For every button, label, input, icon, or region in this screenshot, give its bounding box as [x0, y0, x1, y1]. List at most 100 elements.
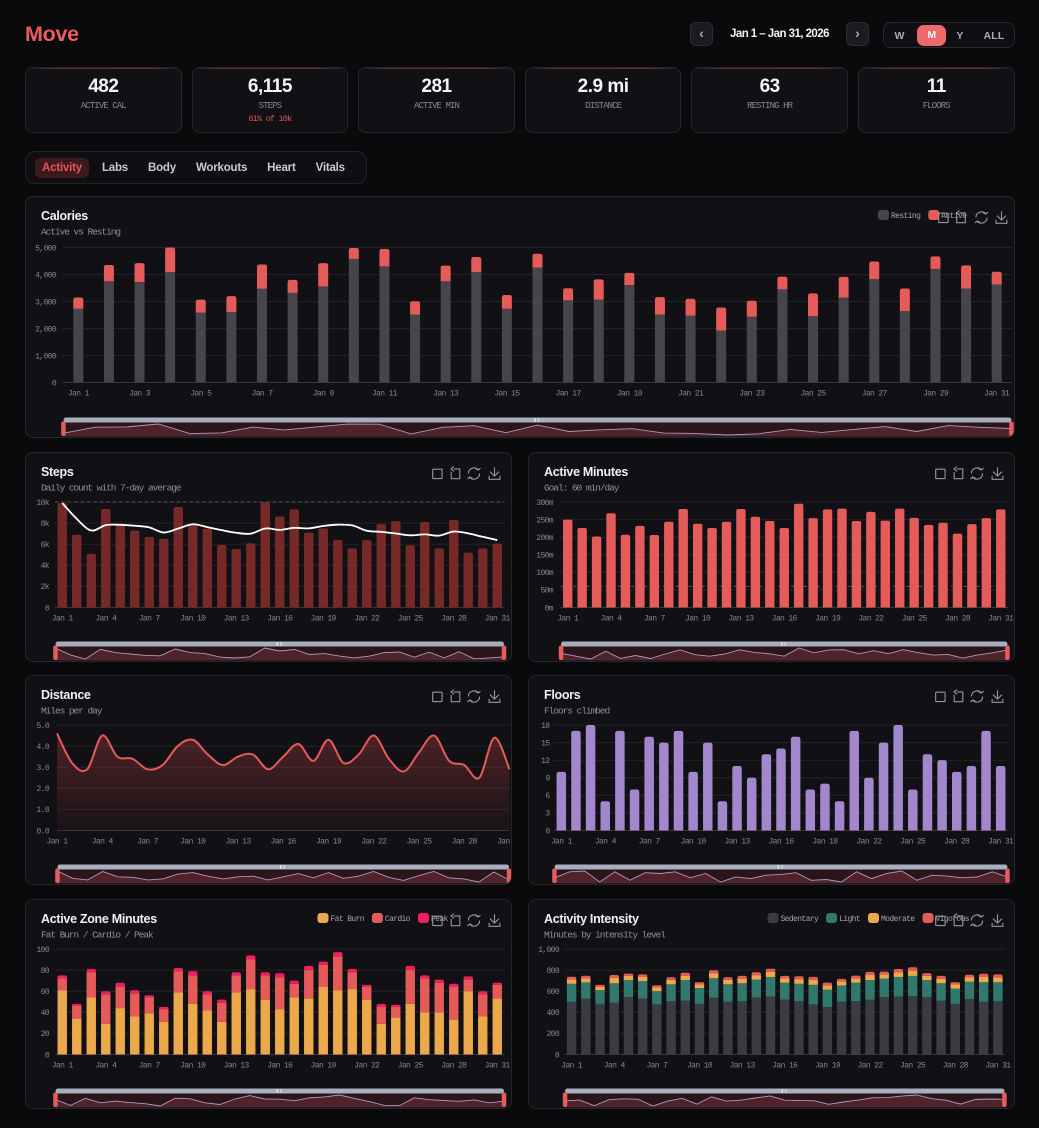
svg-text:Jan 28: Jan 28 [944, 837, 970, 846]
svg-text:Jan 4: Jan 4 [600, 614, 622, 623]
svg-text:Jan 22: Jan 22 [858, 614, 884, 623]
svg-text:8k: 8k [41, 519, 50, 528]
svg-text:Jan 25: Jan 25 [398, 1061, 424, 1070]
svg-text:Jan 1: Jan 1 [561, 1061, 583, 1070]
svg-text:Jan 25: Jan 25 [398, 614, 424, 623]
svg-text:Jan 13: Jan 13 [729, 1061, 755, 1070]
svg-text:Jan 11: Jan 11 [372, 389, 398, 398]
svg-text:Jan 7: Jan 7 [646, 1061, 668, 1070]
svg-text:Jan 1: Jan 1 [52, 1061, 74, 1070]
svg-text:Jan 31: Jan 31 [985, 1061, 1011, 1070]
svg-text:Distance: Distance [41, 688, 91, 702]
svg-text:Jan 10: Jan 10 [180, 837, 206, 846]
svg-text:3,000: 3,000 [35, 298, 57, 307]
svg-text:Jan 25: Jan 25 [900, 837, 926, 846]
svg-text:Jan 19: Jan 19 [814, 1061, 840, 1070]
svg-text:Jan 19: Jan 19 [311, 614, 337, 623]
svg-text:80: 80 [41, 966, 50, 975]
svg-text:Minutes by intensity level: Minutes by intensity level [544, 929, 666, 940]
svg-text:Jan 22: Jan 22 [354, 614, 380, 623]
svg-text:200: 200 [546, 1030, 559, 1039]
svg-text:Jan 17: Jan 17 [556, 389, 582, 398]
svg-text:Jan 23: Jan 23 [739, 389, 765, 398]
svg-text:Jan 13: Jan 13 [724, 837, 750, 846]
svg-text:Jan 7: Jan 7 [139, 614, 161, 623]
svg-text:Jan 19: Jan 19 [311, 1061, 337, 1070]
svg-text:Miles per day: Miles per day [41, 706, 103, 717]
svg-text:2.0: 2.0 [36, 785, 49, 794]
svg-text:Jan 25: Jan 25 [406, 837, 432, 846]
svg-text:Jan 16: Jan 16 [771, 614, 797, 623]
svg-text:4,000: 4,000 [35, 271, 57, 280]
svg-text:Jan 16: Jan 16 [271, 837, 297, 846]
svg-text:Daily count with 7-day average: Daily count with 7-day average [41, 482, 182, 493]
svg-text:Jan 13: Jan 13 [224, 614, 250, 623]
svg-text:Jan 22: Jan 22 [354, 1061, 380, 1070]
svg-text:Light: Light [839, 915, 860, 924]
svg-text:Jan 21: Jan 21 [678, 389, 704, 398]
svg-text:1,000: 1,000 [538, 945, 560, 954]
svg-text:Fat Burn / Cardio / Peak: Fat Burn / Cardio / Peak [41, 929, 154, 940]
svg-text:5.0: 5.0 [36, 722, 49, 731]
svg-text:6k: 6k [41, 541, 50, 550]
svg-text:600: 600 [546, 988, 559, 997]
svg-text:Jan 19: Jan 19 [812, 837, 838, 846]
svg-text:20: 20 [41, 1030, 50, 1039]
svg-text:Jan 28: Jan 28 [452, 837, 478, 846]
svg-text:Jan 7: Jan 7 [252, 389, 274, 398]
svg-text:1,000: 1,000 [35, 352, 57, 361]
svg-text:Jan 31: Jan 31 [497, 837, 512, 846]
svg-text:Jan 4: Jan 4 [95, 1061, 117, 1070]
svg-text:12: 12 [541, 757, 550, 766]
svg-text:Active Minutes: Active Minutes [544, 465, 628, 479]
svg-text:Jan 29: Jan 29 [923, 389, 949, 398]
svg-text:Jan 1: Jan 1 [47, 837, 69, 846]
svg-text:800: 800 [546, 966, 559, 975]
svg-text:Jan 4: Jan 4 [95, 614, 117, 623]
svg-text:Fat Burn: Fat Burn [331, 915, 365, 924]
svg-text:Jan 27: Jan 27 [862, 389, 888, 398]
svg-text:Jan 13: Jan 13 [433, 389, 459, 398]
svg-text:Jan 25: Jan 25 [900, 1061, 926, 1070]
svg-text:Jan 31: Jan 31 [485, 1061, 511, 1070]
svg-text:0m: 0m [544, 604, 553, 613]
svg-text:100m: 100m [536, 569, 554, 578]
svg-text:Jan 16: Jan 16 [768, 837, 794, 846]
svg-text:200m: 200m [536, 534, 554, 543]
svg-text:Goal: 60 min/day: Goal: 60 min/day [544, 482, 620, 493]
svg-text:Jan 5: Jan 5 [190, 389, 212, 398]
svg-text:4.0: 4.0 [36, 743, 49, 752]
svg-text:Jan 28: Jan 28 [942, 1061, 968, 1070]
svg-text:10k: 10k [36, 498, 49, 507]
svg-text:400: 400 [546, 1009, 559, 1018]
svg-text:4k: 4k [41, 562, 50, 571]
svg-text:Jan 22: Jan 22 [856, 837, 882, 846]
svg-text:Jan 31: Jan 31 [485, 614, 511, 623]
svg-text:Jan 19: Jan 19 [815, 614, 841, 623]
svg-text:Jan 10: Jan 10 [686, 1061, 712, 1070]
svg-text:Moderate: Moderate [881, 915, 915, 924]
svg-text:Jan 16: Jan 16 [267, 1061, 293, 1070]
svg-text:Jan 7: Jan 7 [643, 614, 665, 623]
svg-text:3.0: 3.0 [36, 764, 49, 773]
svg-text:Peak: Peak [431, 915, 449, 924]
svg-text:Jan 7: Jan 7 [638, 837, 660, 846]
svg-text:Jan 16: Jan 16 [267, 614, 293, 623]
svg-text:Jan 19: Jan 19 [617, 389, 643, 398]
svg-text:Jan 10: Jan 10 [180, 614, 206, 623]
svg-text:50m: 50m [540, 586, 553, 595]
svg-text:15: 15 [541, 739, 550, 748]
svg-text:Jan 22: Jan 22 [857, 1061, 883, 1070]
svg-text:60: 60 [41, 988, 50, 997]
svg-text:9: 9 [545, 775, 550, 784]
svg-text:Steps: Steps [41, 465, 74, 479]
svg-text:Jan 16: Jan 16 [772, 1061, 798, 1070]
svg-text:0: 0 [554, 1051, 559, 1060]
svg-text:Sedentary: Sedentary [780, 915, 818, 924]
svg-text:Active vs Resting: Active vs Resting [41, 227, 120, 238]
svg-text:Jan 25: Jan 25 [901, 614, 927, 623]
svg-text:Jan 1: Jan 1 [68, 389, 90, 398]
svg-text:Jan 13: Jan 13 [224, 1061, 250, 1070]
svg-text:Jan 28: Jan 28 [944, 614, 970, 623]
svg-text:0: 0 [545, 827, 550, 836]
